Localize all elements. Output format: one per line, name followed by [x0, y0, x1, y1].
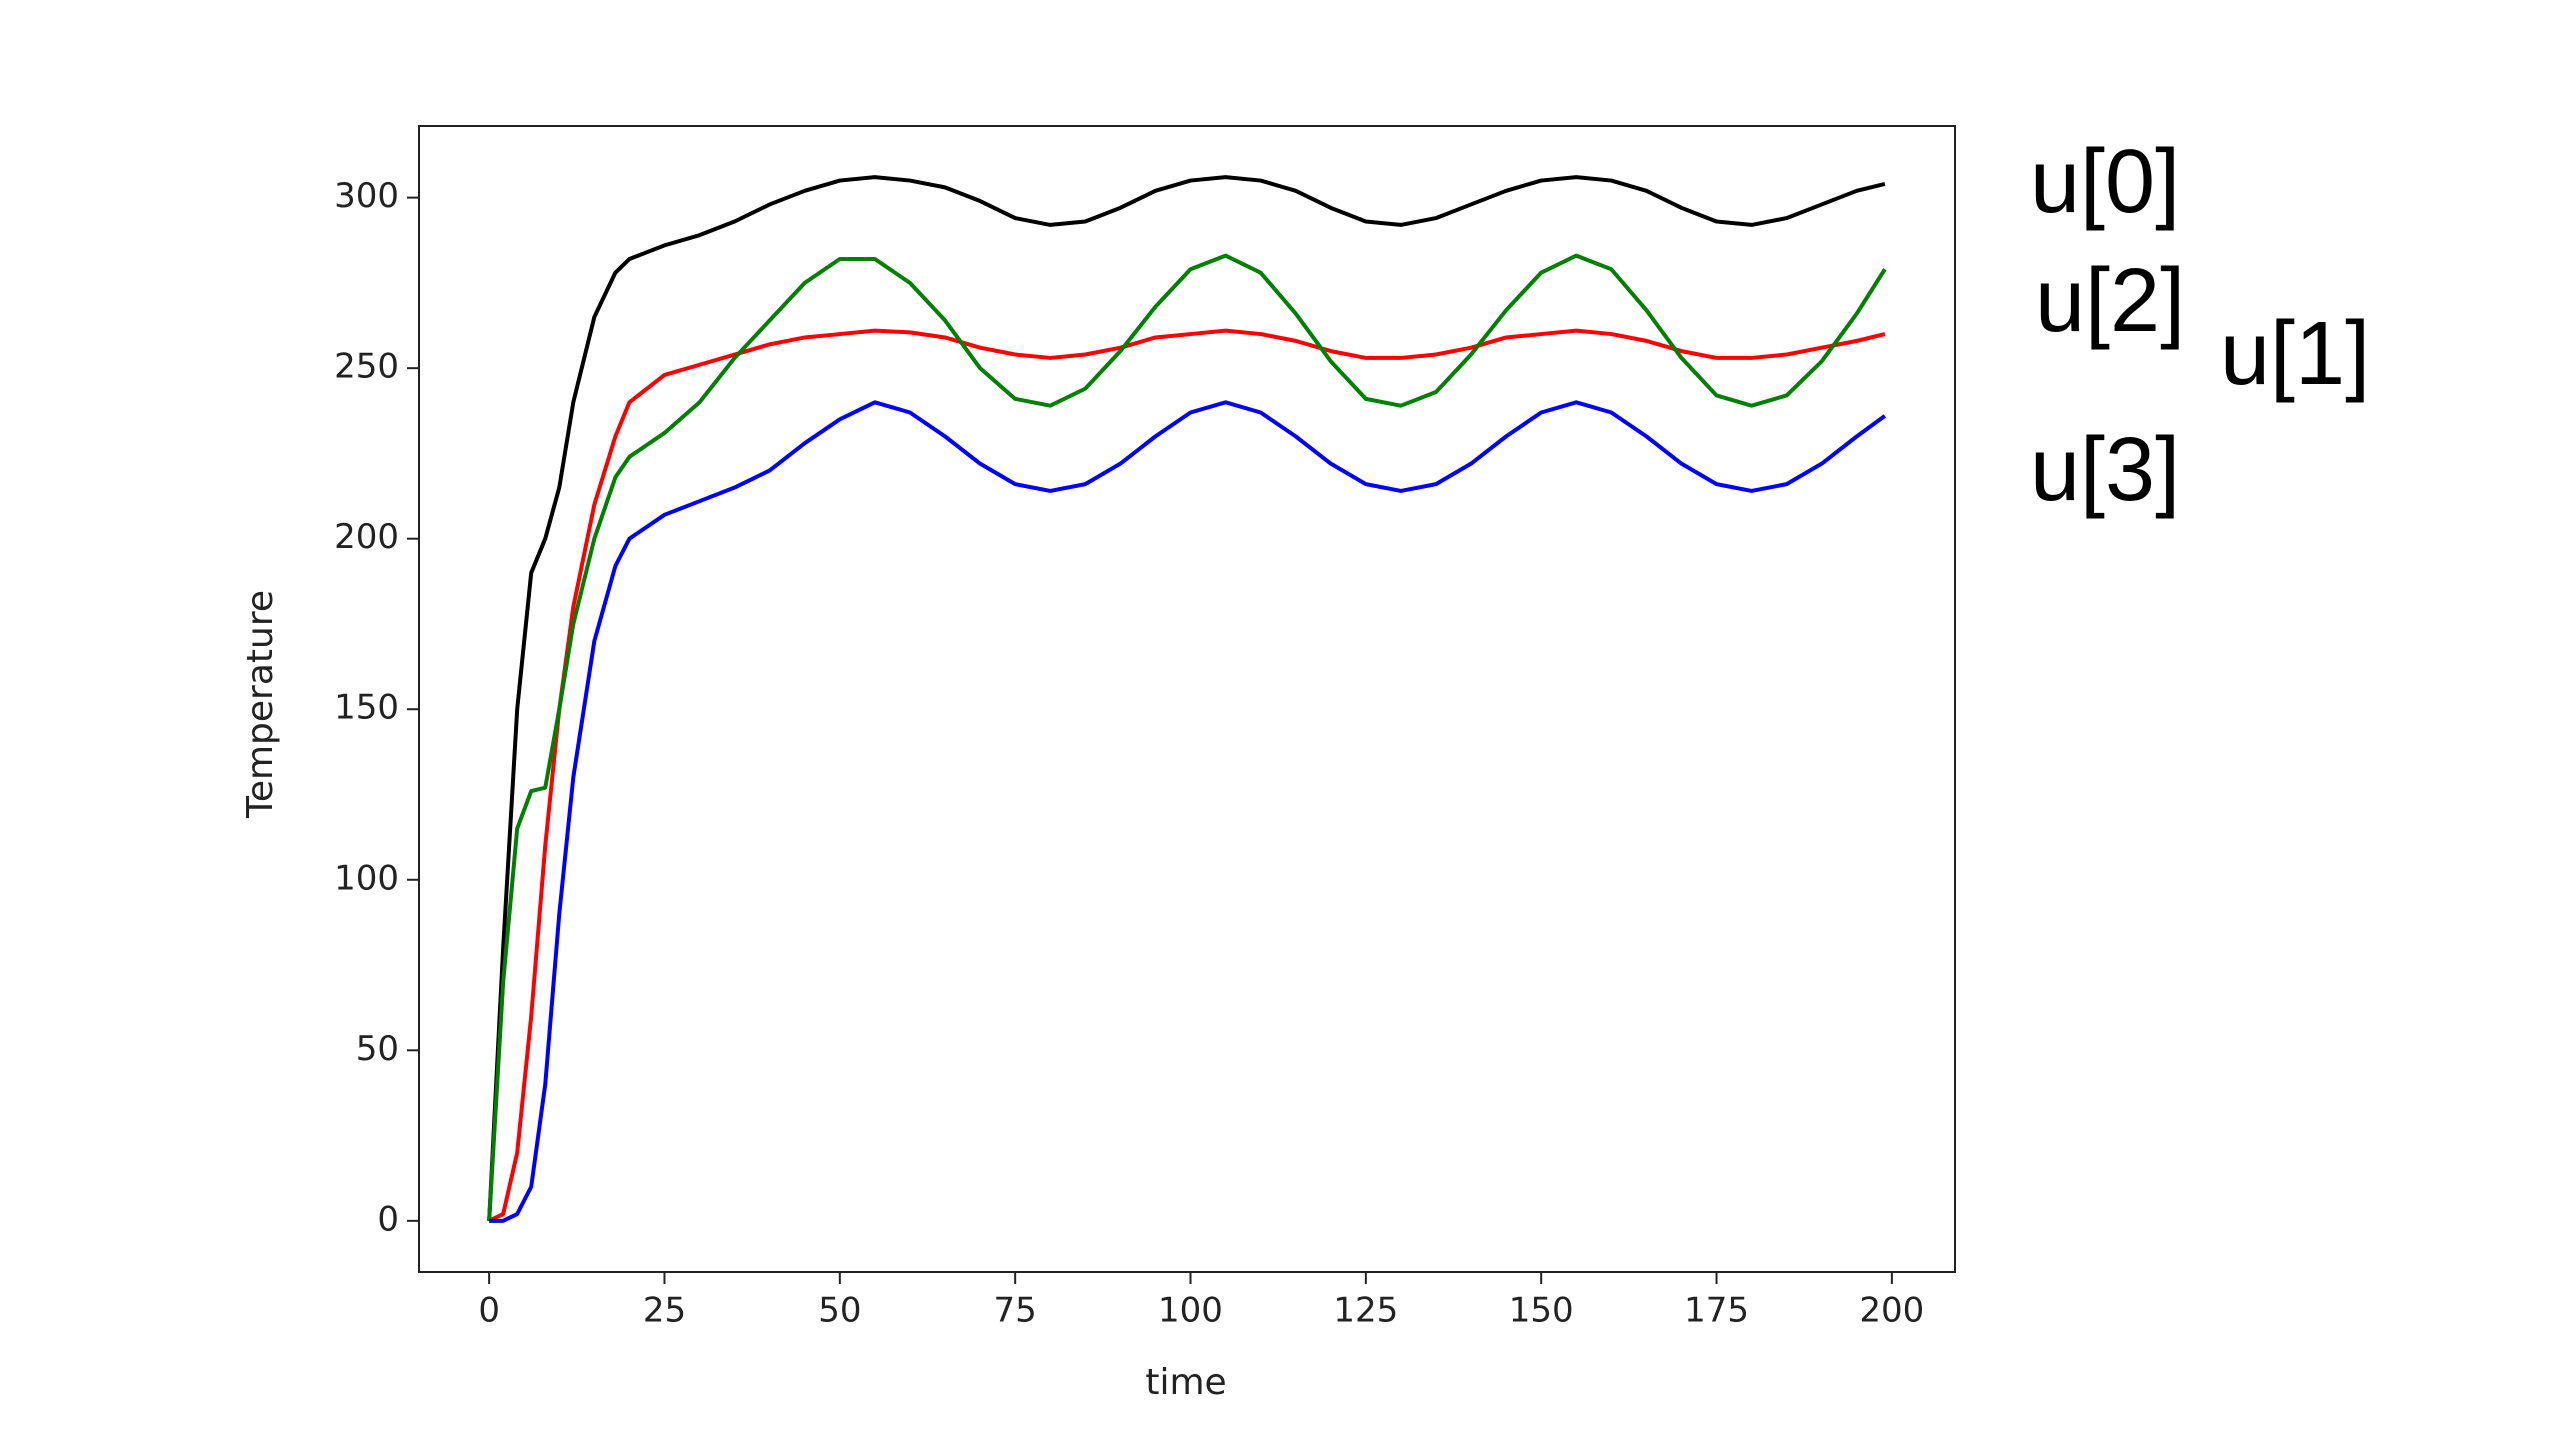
axes-frame — [418, 125, 1956, 1273]
y-tick-label: 50 — [356, 1029, 399, 1069]
y-tick-label: 150 — [334, 688, 399, 728]
y-tick-label: 100 — [334, 858, 399, 898]
line — [487, 253, 1887, 1221]
x-tick-label: 50 — [818, 1291, 861, 1331]
series-label: u[0] — [2030, 132, 2180, 232]
x-axis-label: time — [1145, 1362, 1226, 1403]
y-axis-label: Temperature — [240, 590, 281, 819]
y-tick-label: 300 — [334, 176, 399, 216]
x-tick-label: 200 — [1859, 1291, 1924, 1331]
series-label: u[1] — [2220, 304, 2370, 404]
x-tick-label: 100 — [1158, 1291, 1223, 1331]
y-tick-label: 250 — [334, 347, 399, 387]
x-tick-label: 175 — [1684, 1291, 1749, 1331]
x-tick-label: 75 — [994, 1291, 1037, 1331]
series-label: u[2] — [2035, 251, 2185, 351]
line — [489, 400, 1887, 1223]
x-tick-label: 0 — [478, 1291, 500, 1331]
y-tick-label: 200 — [334, 517, 399, 557]
x-tick-label: 150 — [1509, 1291, 1574, 1331]
x-tick-label: 25 — [643, 1291, 686, 1331]
line — [487, 175, 1886, 1221]
x-tick-label: 125 — [1333, 1291, 1398, 1331]
y-tick-label: 0 — [377, 1199, 399, 1239]
series-label: u[3] — [2030, 420, 2180, 520]
line — [488, 328, 1886, 1223]
